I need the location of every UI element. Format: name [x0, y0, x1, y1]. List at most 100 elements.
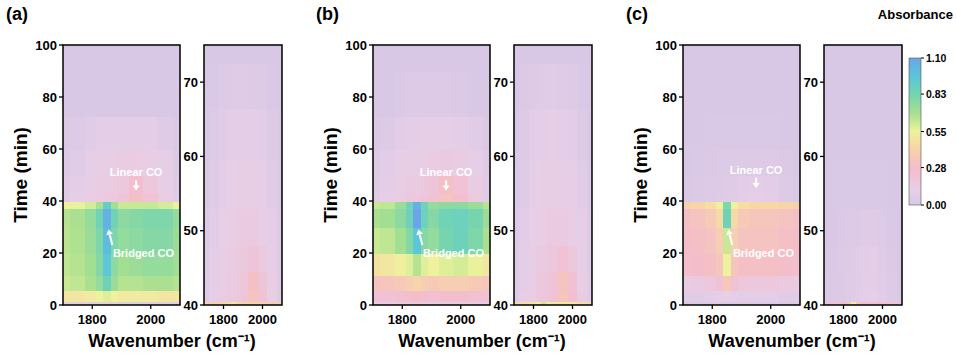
- heatmap-cell: [763, 209, 778, 228]
- heatmap-cell: [793, 71, 800, 117]
- y-tick: [510, 230, 514, 231]
- heatmap-cell: [483, 275, 490, 291]
- heatmap-cell: [70, 175, 85, 194]
- heatmap-cell: [248, 45, 258, 64]
- y-tick: [369, 252, 373, 253]
- heatmap-cell: [536, 64, 541, 109]
- heatmap-cell: [763, 291, 778, 302]
- heatmap-cell: [541, 246, 546, 273]
- colorbar-tick-label: 1.10: [926, 52, 947, 64]
- heatmap-cell: [749, 201, 764, 209]
- heatmap-cell: [226, 160, 231, 209]
- heatmap-cell: [793, 193, 800, 201]
- heatmap-cell: [824, 64, 829, 109]
- heatmap-cell: [705, 149, 717, 176]
- heatmap-cell: [856, 45, 861, 64]
- heatmap-cell: [395, 175, 407, 194]
- plot-frame: [63, 45, 180, 305]
- heatmap-cell: [483, 291, 490, 302]
- heatmap-cell: [551, 290, 559, 302]
- heatmap-cell: [723, 209, 731, 228]
- heatmap-cell: [231, 246, 236, 273]
- heatmap-cell: [856, 272, 861, 291]
- heatmap-cell: [231, 290, 236, 302]
- annotation-text: Bridged CO: [423, 247, 485, 259]
- heatmap-cell: [111, 45, 119, 72]
- heatmap-cell: [851, 246, 856, 273]
- heatmap-cell: [705, 227, 717, 254]
- heatmap-cell: [705, 291, 717, 302]
- heatmap-cell: [373, 227, 381, 254]
- heatmap-cell: [70, 149, 85, 176]
- y-tick-label: 50: [184, 223, 198, 238]
- heatmap-cell: [683, 71, 691, 117]
- heatmap-cell: [453, 45, 468, 72]
- y-tick: [200, 230, 204, 231]
- heatmap-cell: [413, 45, 421, 72]
- heatmap-cell: [738, 201, 750, 209]
- heatmap-cell: [413, 275, 421, 291]
- heatmap-cell: [716, 149, 724, 176]
- heatmap-cell: [236, 108, 241, 161]
- heatmap-cell: [96, 253, 104, 276]
- heatmap-cell: [219, 108, 227, 161]
- x-tick-label: 1800: [519, 312, 548, 327]
- annotations: Linear COBridged CO: [106, 166, 174, 259]
- heatmap-cell: [793, 175, 800, 194]
- y-tick: [369, 200, 373, 201]
- heatmap-cell: [63, 253, 71, 276]
- heatmap-cell: [406, 201, 414, 209]
- y-tick: [59, 148, 63, 149]
- heatmap-cell: [63, 275, 71, 291]
- heatmap-cell: [778, 45, 793, 72]
- heatmap-cell: [204, 272, 209, 291]
- heatmap-cell: [483, 175, 490, 194]
- heatmap-cell: [236, 272, 241, 291]
- heatmap-cell: [231, 45, 236, 64]
- heatmap-cell: [63, 71, 71, 117]
- heatmap-cell: [380, 71, 395, 117]
- heatmap-cell: [577, 108, 587, 161]
- heatmap-cell: [690, 45, 705, 72]
- heatmap-cell: [395, 71, 407, 117]
- heatmap-cell: [129, 291, 144, 302]
- heatmap-cell: [861, 290, 869, 302]
- heatmap-cell: [468, 71, 483, 117]
- heatmap-cell: [839, 246, 847, 273]
- heatmap-cell: [683, 227, 691, 254]
- heatmap-cell: [219, 272, 227, 291]
- heatmap-cell: [846, 290, 851, 302]
- subplot: 1800200040506070: [184, 45, 283, 327]
- heatmap-cell: [536, 45, 541, 64]
- heatmap-cell: [749, 291, 764, 302]
- heatmap-cell: [406, 291, 414, 302]
- plot-background: [514, 45, 592, 305]
- heatmap-cell: [158, 71, 173, 117]
- heatmap-cell: [209, 272, 219, 291]
- heatmap-cell: [824, 208, 829, 246]
- heatmap-cell: [749, 71, 764, 117]
- heatmap-cell: [241, 208, 249, 246]
- heatmap-cell: [690, 253, 705, 276]
- y-tick: [369, 44, 373, 45]
- heatmap-cell: [683, 253, 691, 276]
- heatmap-cell: [468, 291, 483, 302]
- heatmap-cell: [887, 160, 897, 209]
- heatmap-cell: [868, 246, 878, 273]
- heatmap-cell: [395, 227, 407, 254]
- annotation-arrow: [445, 180, 447, 185]
- heatmap-cell: [380, 227, 395, 254]
- heatmap-cell: [824, 246, 829, 273]
- y-tick: [820, 81, 824, 82]
- heatmap-cell: [428, 201, 440, 209]
- annotation-arrow: [135, 180, 137, 185]
- heatmap-cell: [878, 290, 888, 302]
- heatmap-cell: [158, 201, 173, 209]
- heatmap-cell: [453, 291, 468, 302]
- heatmap-cell: [778, 117, 793, 150]
- heatmap-cell: [267, 208, 277, 246]
- heatmap-cell: [716, 291, 724, 302]
- heatmap-cell: [723, 201, 731, 209]
- x-tick-label: 2000: [136, 312, 165, 327]
- heatmap-cell: [406, 275, 414, 291]
